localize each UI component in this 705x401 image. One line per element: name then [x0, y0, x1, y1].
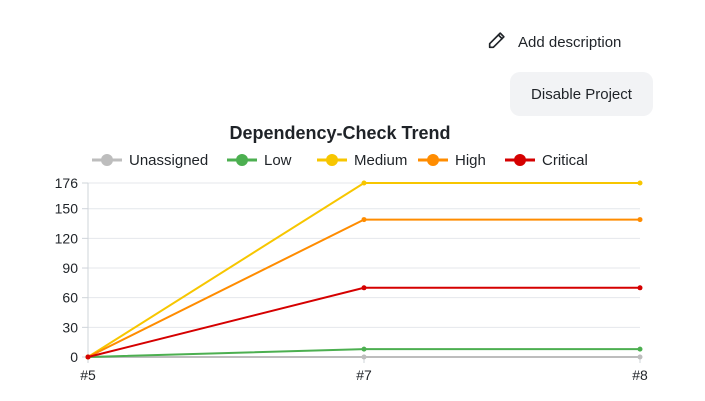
y-tick-label: 90	[62, 260, 78, 276]
y-tick-label: 0	[70, 349, 78, 365]
legend-marker	[514, 154, 526, 166]
y-axis: 0 30 60 90 120 150 176	[55, 175, 89, 365]
legend-item-unassigned[interactable]: Unassigned	[92, 152, 208, 169]
legend-item-low[interactable]: Low	[227, 152, 292, 169]
legend-marker	[236, 154, 248, 166]
y-tick-label: 150	[55, 201, 79, 217]
legend-item-critical[interactable]: Critical	[505, 152, 588, 169]
legend-label: Critical	[542, 152, 588, 169]
x-tick-label: #5	[80, 367, 96, 383]
legend-label: High	[455, 152, 486, 169]
x-tick-label: #8	[632, 367, 648, 383]
legend-marker	[326, 154, 338, 166]
chart-series	[85, 180, 643, 360]
add-description-link[interactable]: Add description	[486, 28, 621, 56]
data-point[interactable]	[361, 346, 367, 352]
chart-legend: Unassigned Low Medium High Critical	[92, 152, 588, 169]
add-description-label: Add description	[518, 33, 622, 51]
y-tick-label: 120	[55, 230, 79, 246]
series-critical	[85, 285, 643, 360]
data-point[interactable]	[637, 354, 643, 360]
disable-project-button[interactable]: Disable Project	[510, 72, 653, 116]
data-point[interactable]	[637, 180, 643, 186]
data-point[interactable]	[637, 346, 643, 352]
data-point[interactable]	[637, 217, 643, 223]
y-tick-label: 30	[62, 319, 78, 335]
pencil-icon	[486, 29, 508, 55]
y-tick-label: 60	[62, 290, 78, 306]
legend-marker	[427, 154, 439, 166]
data-point[interactable]	[637, 285, 643, 291]
legend-item-high[interactable]: High	[418, 152, 486, 169]
data-point[interactable]	[361, 285, 367, 291]
y-tick-label: 176	[55, 175, 79, 191]
legend-item-medium[interactable]: Medium	[317, 152, 407, 169]
chart-grid	[88, 182, 640, 358]
legend-marker	[101, 154, 113, 166]
chart-title: Dependency-Check Trend	[229, 123, 450, 143]
data-point[interactable]	[361, 180, 367, 186]
data-point[interactable]	[361, 354, 367, 360]
x-tick-label: #7	[356, 367, 372, 383]
data-point[interactable]	[361, 217, 367, 223]
legend-label: Medium	[354, 152, 407, 169]
series-medium	[85, 180, 643, 360]
x-axis: #5 #7 #8	[80, 356, 648, 383]
legend-label: Low	[264, 152, 292, 169]
data-point[interactable]	[85, 354, 91, 360]
legend-label: Unassigned	[129, 152, 208, 169]
